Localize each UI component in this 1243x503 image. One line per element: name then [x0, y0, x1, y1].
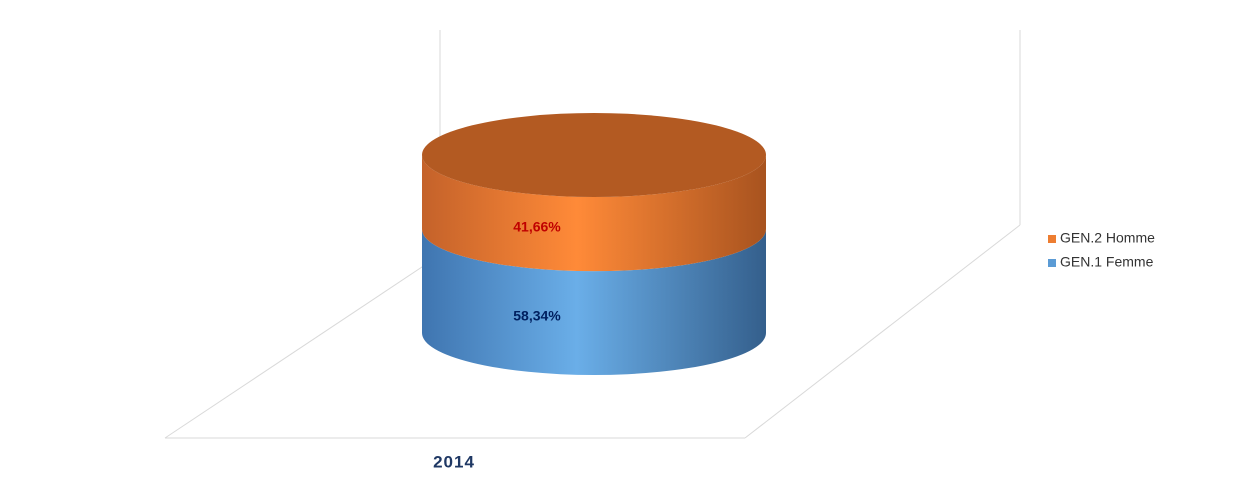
legend-swatch: [1048, 235, 1056, 243]
x-tick-label: 2014: [433, 452, 475, 471]
legend-label: GEN.2 Homme: [1060, 230, 1155, 246]
data-label: 58,34%: [513, 307, 561, 323]
plot-walls: [164, 30, 1021, 439]
legend-label: GEN.1 Femme: [1060, 254, 1154, 270]
cylinder-segment: [422, 229, 766, 375]
data-label: 41,66%: [513, 218, 561, 234]
legend-swatch: [1048, 259, 1056, 267]
cylinder-top: [422, 113, 766, 197]
cylinder-segment: [422, 155, 766, 272]
